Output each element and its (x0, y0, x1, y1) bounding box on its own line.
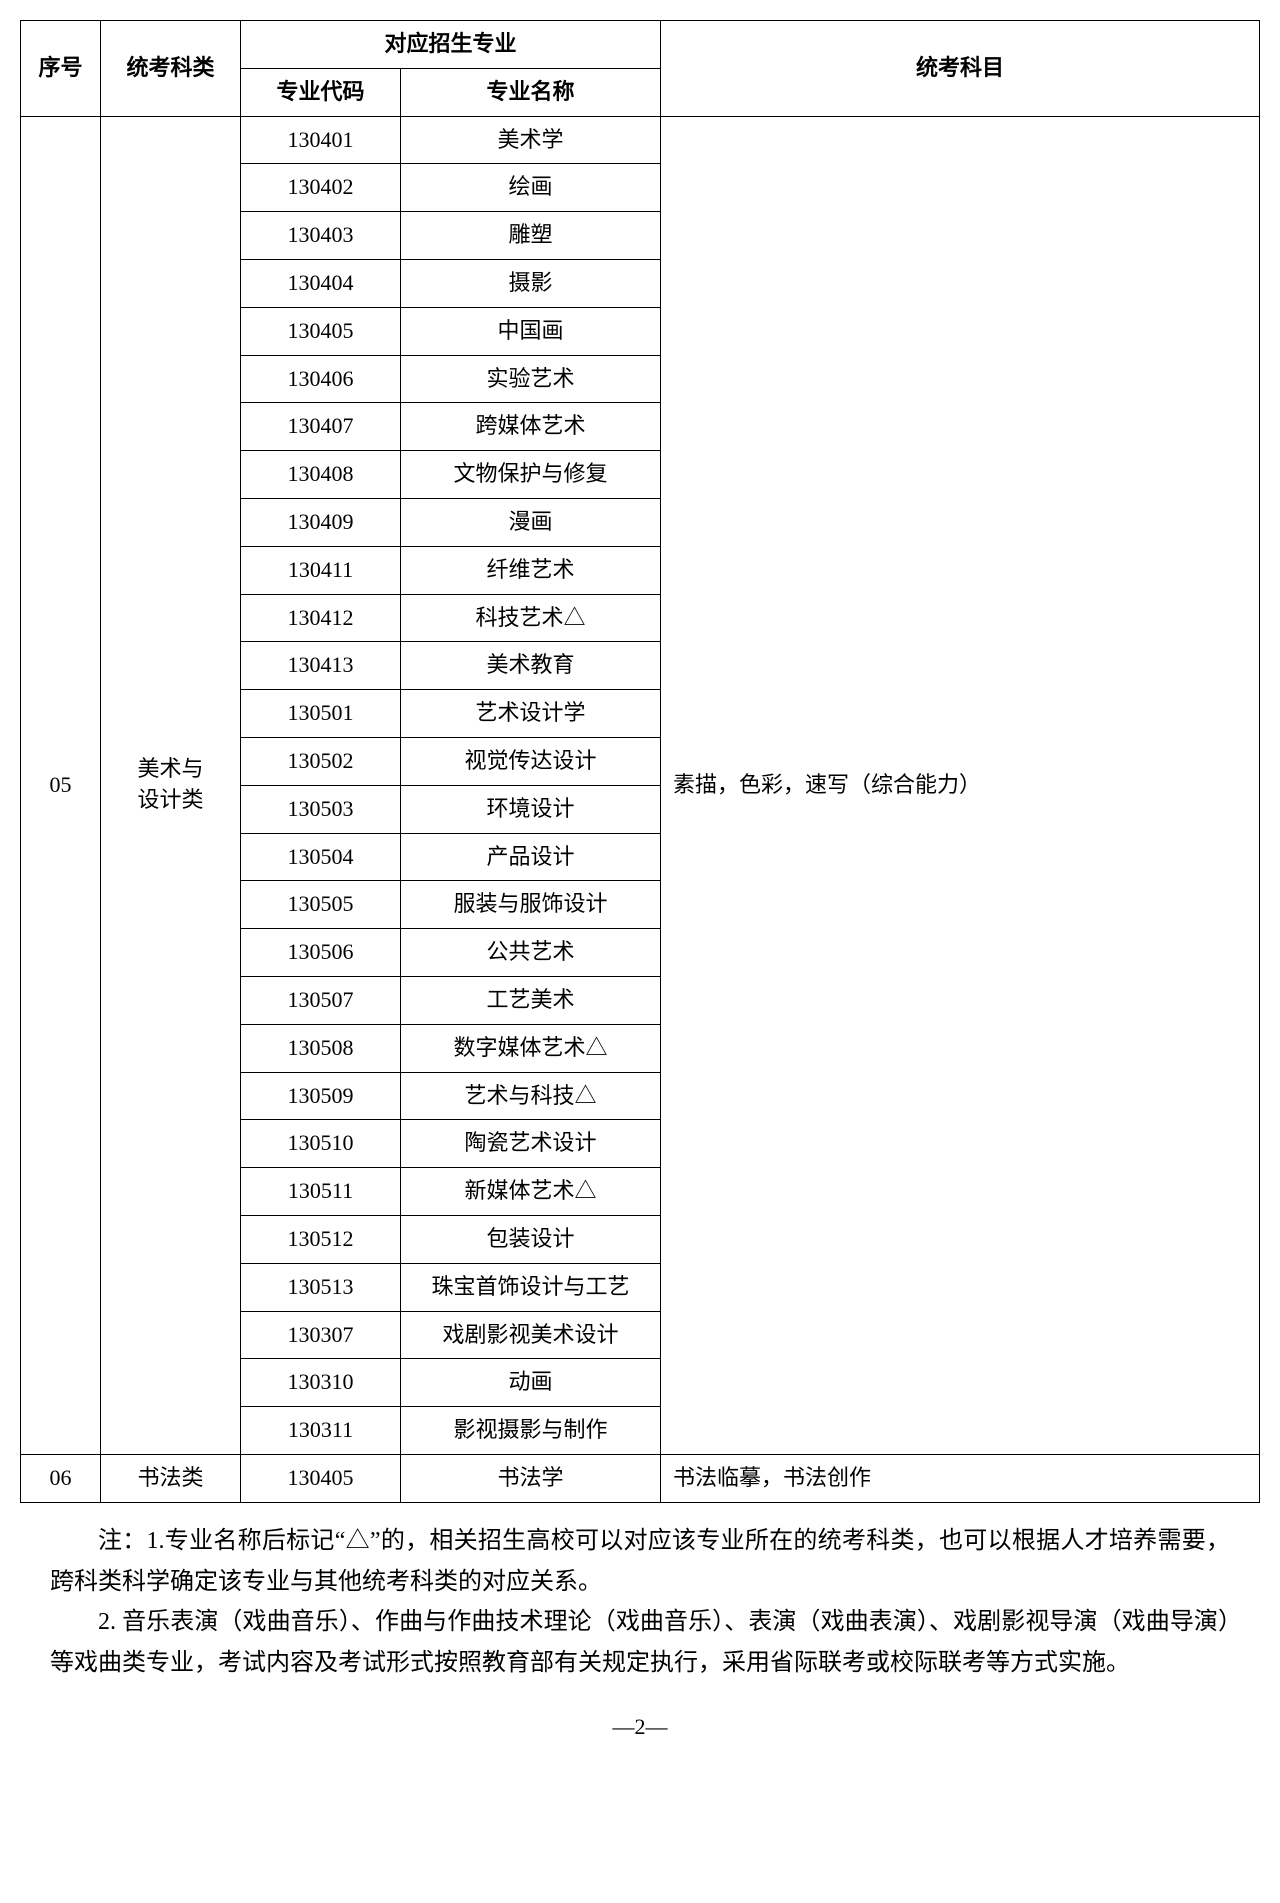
cell-major-name: 新媒体艺术△ (401, 1168, 661, 1216)
cell-code: 130409 (241, 498, 401, 546)
cell-seq: 06 (21, 1454, 101, 1502)
cell-code: 130509 (241, 1072, 401, 1120)
cell-code: 130508 (241, 1024, 401, 1072)
header-code: 专业代码 (241, 68, 401, 116)
page-number: —2— (20, 1714, 1260, 1740)
cell-major-name: 实验艺术 (401, 355, 661, 403)
cell-major-name: 漫画 (401, 498, 661, 546)
cell-major-name: 动画 (401, 1359, 661, 1407)
cell-code: 130403 (241, 212, 401, 260)
cell-subject: 书法临摹，书法创作 (661, 1454, 1260, 1502)
majors-table: 序号 统考科类 对应招生专业 统考科目 专业代码 专业名称 05美术与 设计类1… (20, 20, 1260, 1503)
cell-category: 美术与 设计类 (101, 116, 241, 1454)
cell-code: 130404 (241, 259, 401, 307)
cell-code: 130413 (241, 642, 401, 690)
cell-code: 130511 (241, 1168, 401, 1216)
cell-major-name: 工艺美术 (401, 976, 661, 1024)
cell-major-name: 美术学 (401, 116, 661, 164)
cell-code: 130506 (241, 929, 401, 977)
cell-seq: 05 (21, 116, 101, 1454)
cell-category: 书法类 (101, 1454, 241, 1502)
cell-code: 130406 (241, 355, 401, 403)
cell-major-name: 产品设计 (401, 833, 661, 881)
cell-subject: 素描，色彩，速写（综合能力） (661, 116, 1260, 1454)
cell-code: 130405 (241, 1454, 401, 1502)
table-header-row-1: 序号 统考科类 对应招生专业 统考科目 (21, 21, 1260, 69)
cell-major-name: 绘画 (401, 164, 661, 212)
cell-major-name: 视觉传达设计 (401, 737, 661, 785)
cell-code: 130502 (241, 737, 401, 785)
cell-major-name: 数字媒体艺术△ (401, 1024, 661, 1072)
cell-code: 130311 (241, 1407, 401, 1455)
cell-major-name: 影视摄影与制作 (401, 1407, 661, 1455)
cell-code: 130402 (241, 164, 401, 212)
header-name: 专业名称 (401, 68, 661, 116)
cell-code: 130503 (241, 785, 401, 833)
cell-major-name: 艺术设计学 (401, 690, 661, 738)
cell-code: 130507 (241, 976, 401, 1024)
note-2: 2. 音乐表演（戏曲音乐）、作曲与作曲技术理论（戏曲音乐）、表演（戏曲表演）、戏… (50, 1602, 1230, 1684)
cell-major-name: 珠宝首饰设计与工艺 (401, 1263, 661, 1311)
cell-major-name: 书法学 (401, 1454, 661, 1502)
cell-major-name: 戏剧影视美术设计 (401, 1311, 661, 1359)
cell-code: 130401 (241, 116, 401, 164)
cell-code: 130501 (241, 690, 401, 738)
cell-major-name: 环境设计 (401, 785, 661, 833)
notes-section: 注：1.专业名称后标记“△”的，相关招生高校可以对应该专业所在的统考科类，也可以… (20, 1521, 1260, 1684)
cell-code: 130505 (241, 881, 401, 929)
cell-major-name: 美术教育 (401, 642, 661, 690)
cell-major-name: 服装与服饰设计 (401, 881, 661, 929)
table-row: 05美术与 设计类130401美术学素描，色彩，速写（综合能力） (21, 116, 1260, 164)
cell-code: 130504 (241, 833, 401, 881)
cell-major-name: 文物保护与修复 (401, 451, 661, 499)
cell-major-name: 艺术与科技△ (401, 1072, 661, 1120)
cell-major-name: 纤维艺术 (401, 546, 661, 594)
table-body: 05美术与 设计类130401美术学素描，色彩，速写（综合能力）130402绘画… (21, 116, 1260, 1502)
table-row: 06书法类130405书法学书法临摹，书法创作 (21, 1454, 1260, 1502)
cell-code: 130307 (241, 1311, 401, 1359)
cell-major-name: 科技艺术△ (401, 594, 661, 642)
cell-major-name: 雕塑 (401, 212, 661, 260)
cell-code: 130405 (241, 307, 401, 355)
cell-code: 130411 (241, 546, 401, 594)
cell-major-name: 跨媒体艺术 (401, 403, 661, 451)
cell-code: 130412 (241, 594, 401, 642)
cell-major-name: 陶瓷艺术设计 (401, 1120, 661, 1168)
cell-code: 130512 (241, 1215, 401, 1263)
cell-major-name: 中国画 (401, 307, 661, 355)
note-1: 注：1.专业名称后标记“△”的，相关招生高校可以对应该专业所在的统考科类，也可以… (50, 1521, 1230, 1603)
header-subject: 统考科目 (661, 21, 1260, 117)
cell-code: 130513 (241, 1263, 401, 1311)
cell-major-name: 公共艺术 (401, 929, 661, 977)
cell-major-name: 摄影 (401, 259, 661, 307)
cell-code: 130408 (241, 451, 401, 499)
cell-code: 130510 (241, 1120, 401, 1168)
header-seq: 序号 (21, 21, 101, 117)
cell-code: 130407 (241, 403, 401, 451)
cell-major-name: 包装设计 (401, 1215, 661, 1263)
header-major-group: 对应招生专业 (241, 21, 661, 69)
cell-code: 130310 (241, 1359, 401, 1407)
header-category: 统考科类 (101, 21, 241, 117)
